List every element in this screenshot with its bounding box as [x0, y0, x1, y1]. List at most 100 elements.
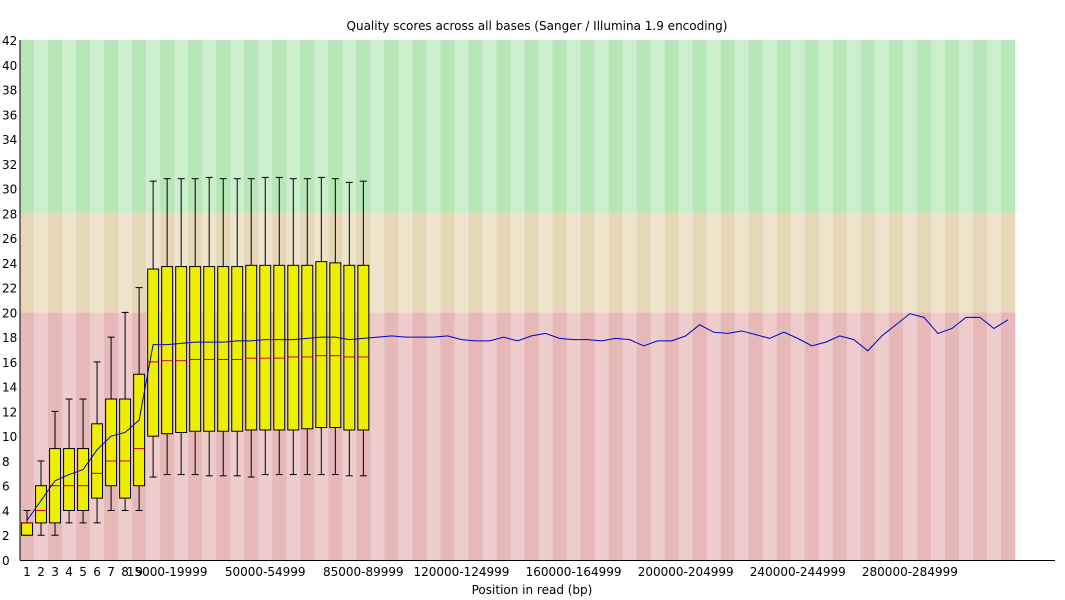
y-tick-label: 30	[2, 183, 17, 197]
zone-good-stripe	[762, 40, 778, 214]
iqr-box	[203, 266, 216, 432]
zone-reasonable-stripe	[608, 213, 623, 313]
zone-reasonable-stripe	[552, 213, 567, 313]
zone-good-stripe	[398, 40, 413, 214]
boxplot-10-14	[147, 180, 160, 478]
zone-good-stripe	[916, 40, 932, 214]
x-tick-label: 1	[23, 565, 31, 579]
zone-good-stripe	[328, 40, 343, 214]
boxplot-80000-84999	[343, 181, 356, 477]
y-tick-label: 4	[2, 504, 10, 518]
zone-reasonable-stripe	[636, 213, 651, 313]
zone-reasonable-stripe	[734, 213, 750, 313]
zone-poor-stripe	[706, 312, 722, 560]
y-tick-label: 0	[2, 554, 10, 568]
zone-reasonable-stripe	[90, 213, 105, 313]
zone-reasonable-stripe	[76, 213, 91, 313]
zone-good-stripe	[314, 40, 329, 214]
mean-line	[26, 313, 1009, 521]
zone-good-stripe	[594, 40, 609, 214]
zone-good-stripe	[468, 40, 483, 214]
zone-reasonable-stripe	[846, 213, 862, 313]
zone-poor-stripe	[468, 312, 483, 560]
y-tick-label: 32	[2, 158, 17, 172]
zone-good-stripe	[622, 40, 637, 214]
zone-reasonable-stripe	[944, 213, 960, 313]
zone-poor-stripe	[440, 312, 455, 560]
zone-poor-stripe	[692, 312, 707, 560]
zone-good-stripe	[804, 40, 820, 214]
boxplot-65000-69999	[301, 178, 314, 476]
iqr-box	[343, 264, 356, 431]
zone-good-stripe	[62, 40, 77, 214]
zone-good-stripe	[734, 40, 750, 214]
zone-reasonable-stripe	[874, 213, 890, 313]
zone-reasonable-stripe	[20, 213, 35, 313]
zone-good-stripe	[636, 40, 651, 214]
iqr-box	[231, 266, 244, 432]
boxplot-30000-34999	[203, 176, 216, 477]
x-tick-label: 120000-124999	[413, 565, 509, 579]
zone-reasonable-stripe	[790, 213, 806, 313]
zone-reasonable-stripe	[496, 213, 511, 313]
iqr-box	[175, 266, 188, 433]
x-tick-label: 15000-19999	[127, 565, 208, 579]
zone-good-stripe	[566, 40, 581, 214]
zone-poor-stripe	[888, 312, 904, 560]
zone-good-stripe	[370, 40, 385, 214]
zone-poor-stripe	[678, 312, 693, 560]
boxplot-20000-24999	[175, 178, 188, 476]
zone-poor-stripe	[720, 312, 736, 560]
zone-good-stripe	[48, 40, 63, 214]
zone-reasonable-stripe	[706, 213, 722, 313]
zone-poor-stripe	[874, 312, 890, 560]
zone-reasonable-stripe	[580, 213, 595, 313]
zone-good-stripe	[76, 40, 91, 214]
zone-poor-stripe	[482, 312, 497, 560]
zone-good-stripe	[776, 40, 792, 214]
zone-good-stripe	[230, 40, 245, 214]
zone-reasonable-stripe	[482, 213, 497, 313]
zone-reasonable-stripe	[118, 213, 133, 313]
zone-poor-stripe	[412, 312, 427, 560]
zone-reasonable-stripe	[454, 213, 469, 313]
boxplot-55000-59999	[273, 176, 286, 476]
zone-poor-stripe	[776, 312, 792, 560]
iqr-box	[189, 266, 202, 432]
zone-reasonable-stripe	[398, 213, 413, 313]
x-tick-label: 85000-89999	[323, 565, 404, 579]
zone-poor-stripe	[454, 312, 469, 560]
y-tick-label: 38	[2, 84, 17, 98]
zone-good-stripe	[118, 40, 133, 214]
zone-reasonable-stripe	[916, 213, 932, 313]
y-tick-label: 2	[2, 529, 10, 543]
zone-poor-stripe	[636, 312, 651, 560]
zone-good-stripe	[202, 40, 217, 214]
zone-reasonable-stripe	[34, 213, 49, 313]
x-tick-label: 3	[51, 565, 59, 579]
zone-reasonable-stripe	[692, 213, 707, 313]
x-tick-label: 7	[107, 565, 115, 579]
iqr-box	[21, 522, 33, 536]
zone-good-stripe	[986, 40, 1002, 214]
zone-poor-stripe	[790, 312, 806, 560]
zone-reasonable-stripe	[958, 213, 974, 313]
y-tick-label: 24	[2, 257, 17, 271]
zone-poor-stripe	[902, 312, 918, 560]
boxplot-40000-44999	[231, 178, 244, 477]
zone-good-stripe	[664, 40, 679, 214]
zone-reasonable-stripe	[902, 213, 918, 313]
zone-reasonable-stripe	[776, 213, 792, 313]
zone-reasonable-stripe	[748, 213, 764, 313]
iqr-box	[77, 448, 90, 511]
boxplot-2	[35, 460, 47, 536]
x-tick-label: 50000-54999	[225, 565, 306, 579]
boxplot-7	[105, 336, 118, 511]
x-axis-label: Position in read (bp)	[472, 583, 593, 597]
zone-good-stripe	[174, 40, 189, 214]
x-tick-label: 2	[37, 565, 45, 579]
zone-poor-stripe	[860, 312, 876, 560]
zone-poor-stripe	[510, 312, 525, 560]
iqr-box	[217, 266, 230, 432]
boxplot-3	[49, 410, 62, 536]
